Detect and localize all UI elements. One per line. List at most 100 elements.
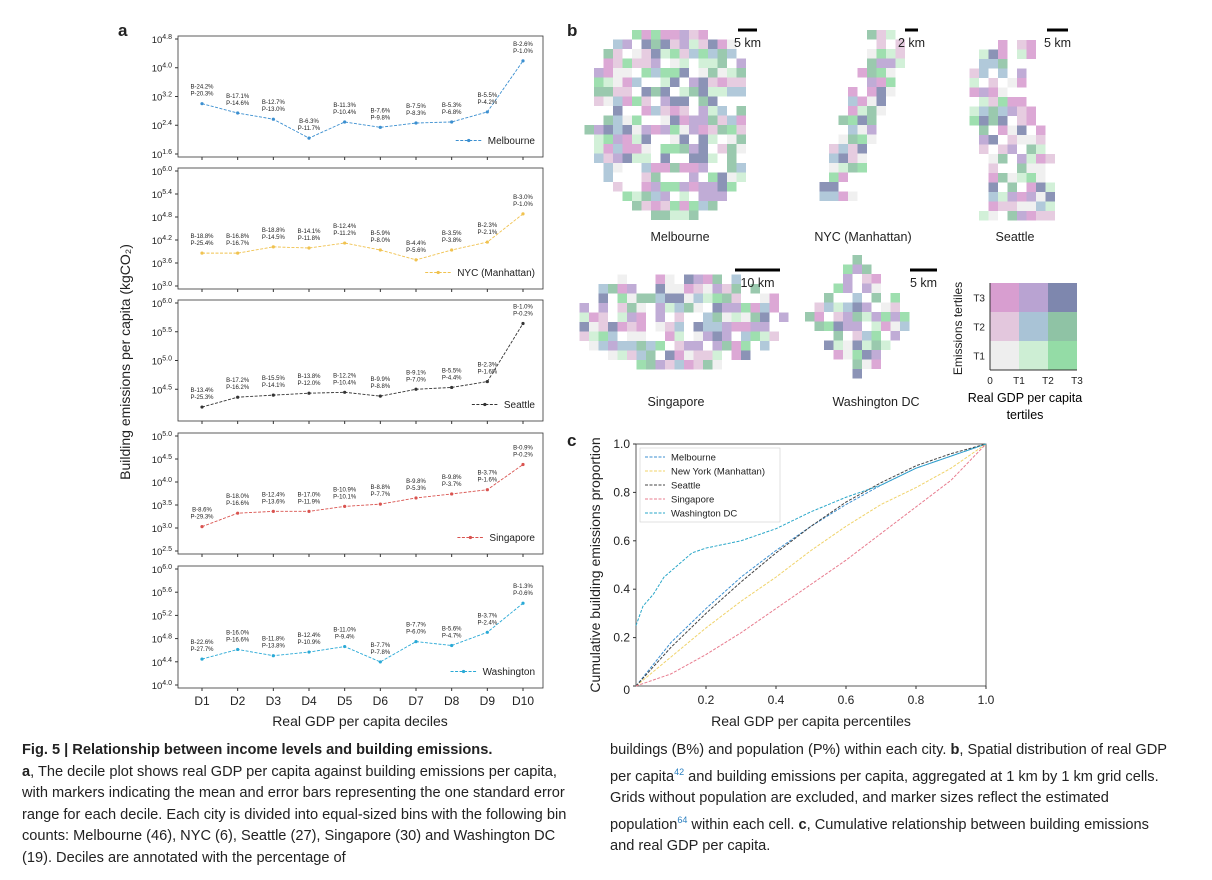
map-cell bbox=[703, 322, 713, 332]
annotation: B-18.8% bbox=[262, 228, 286, 234]
data-point bbox=[521, 212, 525, 216]
x-tick-label: D9 bbox=[480, 694, 496, 708]
map-cell bbox=[848, 106, 858, 116]
map-cell bbox=[838, 191, 848, 201]
y-tick-label: 10^6.0 bbox=[152, 564, 172, 576]
annotation: B-17.1% bbox=[226, 94, 250, 100]
map-cell bbox=[651, 49, 661, 59]
map-cell bbox=[622, 58, 632, 68]
map-cell bbox=[622, 115, 632, 125]
x-tick-label: 1.0 bbox=[978, 693, 995, 707]
map-cell bbox=[603, 49, 613, 59]
map-cell bbox=[857, 125, 867, 135]
map-cell bbox=[689, 39, 699, 49]
map-cell bbox=[988, 163, 998, 173]
map-cell bbox=[848, 115, 858, 125]
map-cell bbox=[833, 340, 843, 350]
scale-label: 2 km bbox=[898, 36, 925, 50]
map-cell bbox=[698, 201, 708, 211]
map-cell bbox=[693, 274, 703, 284]
map-cell bbox=[698, 87, 708, 97]
data-point bbox=[485, 240, 489, 244]
map-cell bbox=[998, 125, 1008, 135]
map-cell bbox=[722, 312, 732, 322]
map-cell bbox=[698, 125, 708, 135]
map-cell bbox=[1026, 163, 1036, 173]
legend-tick: 0 bbox=[987, 376, 993, 387]
map-cell bbox=[843, 274, 853, 284]
data-point bbox=[307, 509, 311, 513]
map-cell bbox=[857, 115, 867, 125]
map-cell bbox=[674, 303, 684, 313]
annotation: B-7.6% bbox=[370, 108, 390, 114]
map-cell bbox=[641, 49, 651, 59]
annotation: P-8.3% bbox=[406, 111, 426, 117]
map-cell bbox=[969, 106, 979, 116]
map-cell bbox=[760, 341, 770, 351]
map-cell bbox=[636, 350, 646, 360]
map-cell bbox=[703, 360, 713, 370]
data-point bbox=[307, 136, 311, 140]
map-cell bbox=[670, 201, 680, 211]
map-cell bbox=[603, 144, 613, 154]
map-cell bbox=[670, 163, 680, 173]
annotation: B-9.8% bbox=[406, 479, 426, 485]
map-cell bbox=[722, 331, 732, 341]
annotation: P-5.3% bbox=[406, 486, 426, 492]
panel-label: c bbox=[567, 431, 576, 450]
map-cell bbox=[852, 340, 862, 350]
map-cell bbox=[622, 68, 632, 78]
data-point bbox=[200, 405, 204, 409]
scale-label: 10 km bbox=[740, 276, 774, 290]
annotation: P-10.9% bbox=[297, 640, 321, 646]
annotation: P-6.0% bbox=[406, 630, 426, 636]
legend-label: Seattle bbox=[671, 481, 701, 492]
map-cell bbox=[736, 106, 746, 116]
map-cell bbox=[712, 293, 722, 303]
map-cell bbox=[660, 68, 670, 78]
map-cell bbox=[852, 293, 862, 303]
map-cell bbox=[886, 30, 896, 40]
map-cell bbox=[617, 303, 627, 313]
map-cell bbox=[622, 153, 632, 163]
map-cell bbox=[679, 125, 689, 135]
map-cell bbox=[805, 312, 815, 322]
map-cell bbox=[603, 125, 613, 135]
caption-title: Fig. 5 | Relationship between income lev… bbox=[22, 742, 493, 758]
map-cell bbox=[703, 350, 713, 360]
annotation: P-9.8% bbox=[370, 115, 390, 121]
annotation: P-13.8% bbox=[262, 644, 286, 650]
annotation: P-10.4% bbox=[333, 110, 357, 116]
y-tick-label: 10^4.8 bbox=[152, 212, 172, 224]
map-cell bbox=[708, 39, 718, 49]
caption-text: buildings (B%) and population (P%) withi… bbox=[610, 742, 951, 758]
y-tick-label: 10^5.0 bbox=[152, 356, 172, 368]
map-cell bbox=[698, 115, 708, 125]
y-tick-label: 0.4 bbox=[613, 582, 630, 596]
map-cell bbox=[969, 68, 979, 78]
map-cell bbox=[988, 116, 998, 126]
data-point bbox=[271, 393, 275, 397]
map-cell bbox=[862, 340, 872, 350]
map-cell bbox=[852, 369, 862, 379]
y-tick-label: 10^4.8 bbox=[152, 34, 172, 46]
map-cell bbox=[862, 283, 872, 293]
map-cell bbox=[833, 312, 843, 322]
map-cell bbox=[717, 115, 727, 125]
map-cell bbox=[867, 30, 877, 40]
annotation: B-3.0% bbox=[513, 195, 533, 201]
map-cell bbox=[660, 115, 670, 125]
map-cell bbox=[852, 264, 862, 274]
map-cell bbox=[857, 68, 867, 78]
map-cell bbox=[679, 87, 689, 97]
map-cell bbox=[651, 182, 661, 192]
annotation: B-10.9% bbox=[333, 487, 357, 493]
annotation: B-11.8% bbox=[262, 637, 285, 643]
map-cell bbox=[760, 312, 770, 322]
map-cell bbox=[1007, 192, 1017, 202]
map-cell bbox=[660, 153, 670, 163]
scale-label: 5 km bbox=[734, 36, 761, 50]
map-cell bbox=[862, 331, 872, 341]
map-cell bbox=[608, 284, 618, 294]
